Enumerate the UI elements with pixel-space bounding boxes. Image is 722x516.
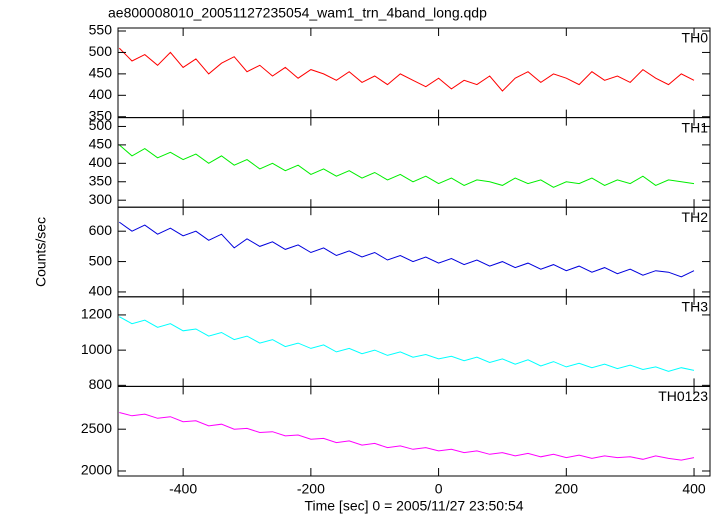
y-axis-label: Counts/sec — [33, 217, 49, 287]
y-tick-label: 350 — [89, 107, 113, 123]
y-tick-label: 350 — [89, 172, 113, 188]
data-line — [119, 412, 695, 461]
data-line — [118, 144, 695, 188]
x-tick-label: 200 — [555, 481, 579, 497]
y-tick-label: 2500 — [81, 420, 112, 436]
series-label: TH0123 — [658, 388, 708, 404]
data-line — [118, 47, 695, 92]
y-tick-label: 800 — [89, 376, 113, 392]
data-line — [119, 221, 695, 278]
y-tick-label: 1200 — [81, 306, 112, 322]
y-tick-label: 500 — [89, 252, 113, 268]
y-tick-label: 500 — [89, 43, 113, 59]
y-tick-label: 300 — [89, 191, 113, 207]
panel-frame — [117, 385, 711, 477]
x-tick-label: 400 — [682, 481, 706, 497]
x-tick-label: -200 — [297, 481, 325, 497]
y-tick-label: 600 — [89, 222, 113, 238]
panel-frame — [117, 296, 711, 387]
chart-title: ae800008010_20051127235054_wam1_trn_4ban… — [108, 5, 487, 21]
panel-frame — [117, 27, 711, 119]
x-axis-label: Time [sec] 0 = 2005/11/27 23:50:54 — [304, 498, 523, 514]
y-tick-label: 550 — [89, 22, 113, 38]
y-tick-label: 400 — [89, 283, 113, 299]
series-label: TH3 — [682, 299, 709, 315]
series-label: TH1 — [682, 119, 709, 135]
data-line — [119, 316, 695, 372]
y-tick-label: 400 — [89, 86, 113, 102]
y-tick-label: 400 — [89, 154, 113, 170]
series-label: TH2 — [682, 209, 709, 225]
y-tick-label: 450 — [89, 65, 113, 81]
x-tick-label: -400 — [169, 481, 197, 497]
y-tick-label: 450 — [89, 136, 113, 152]
y-tick-label: 1000 — [81, 341, 112, 357]
panel-frame — [117, 206, 711, 298]
series-label: TH0 — [682, 30, 709, 46]
y-tick-label: 2000 — [81, 462, 112, 478]
y-tick-label: 500 — [89, 117, 113, 133]
x-tick-label: 0 — [435, 481, 443, 497]
